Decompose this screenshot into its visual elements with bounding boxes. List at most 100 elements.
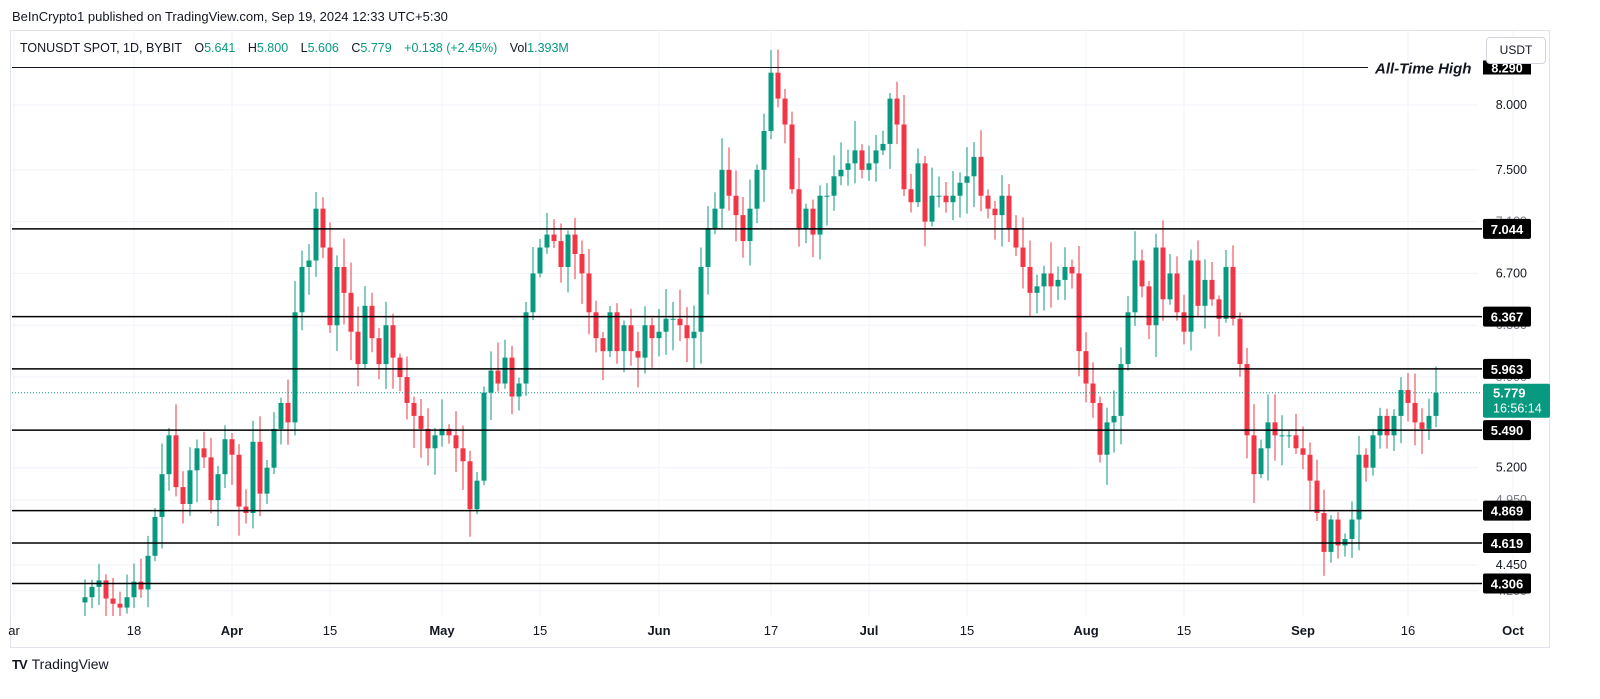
candle-down <box>1083 332 1089 403</box>
countdown-timer: 16:56:14 <box>1493 402 1542 416</box>
candle-body <box>908 189 914 203</box>
candle-up <box>1426 398 1432 440</box>
candle-body <box>1209 279 1215 300</box>
candle-body <box>943 195 949 203</box>
candle-body <box>418 415 424 429</box>
price-axis: 8.0007.5006.7005.2004.4508.2907.1006.300… <box>1483 60 1550 598</box>
symbol-label[interactable]: TONUSDT SPOT, 1D, BYBIT <box>20 41 182 55</box>
candle-up <box>306 244 312 295</box>
currency-button[interactable]: USDT <box>1486 37 1546 64</box>
candle-body <box>782 98 788 125</box>
candle-body <box>145 555 151 590</box>
candle-up <box>971 142 977 208</box>
candle-body <box>1293 435 1299 449</box>
candle-body <box>117 603 123 608</box>
candle-body <box>166 435 172 475</box>
level-price-label: 4.306 <box>1483 573 1531 594</box>
candle-down <box>110 577 116 616</box>
candle-body <box>173 435 179 488</box>
candle-down <box>1251 404 1257 503</box>
candle-body <box>208 457 214 501</box>
candle-down <box>243 489 249 524</box>
candle-up <box>642 306 648 374</box>
candle-up <box>873 135 879 182</box>
candle-body <box>1279 435 1285 437</box>
candle-down <box>257 416 263 517</box>
candle-body <box>320 208 326 248</box>
candle-body <box>754 169 760 209</box>
candle-body <box>1433 392 1439 416</box>
candle-down <box>1244 347 1250 459</box>
candle-down <box>1314 459 1320 522</box>
candle-down <box>782 88 788 144</box>
low-value: 5.606 <box>307 41 339 55</box>
candle-up <box>432 427 438 475</box>
candle-body <box>705 228 711 267</box>
candle-body <box>1062 266 1068 280</box>
candle-down <box>180 471 186 524</box>
candle-up <box>915 148 921 207</box>
candle-body <box>733 195 739 216</box>
candle-up <box>950 170 956 221</box>
chart-pane[interactable] <box>10 30 1550 648</box>
candle-body <box>789 124 795 190</box>
candle-body <box>1153 247 1159 326</box>
candle-down <box>1363 448 1369 482</box>
candle-body <box>1216 299 1222 319</box>
candle-body <box>194 448 200 471</box>
candle-body <box>432 435 438 449</box>
time-axis: ar 18 Apr 15 May 15 Jun 17 Jul 15 Aug 15 Sep 16 Oct <box>8 623 1524 638</box>
candle-up <box>537 238 543 278</box>
time-tick-label: 15 <box>960 623 974 638</box>
candle-up <box>1433 366 1439 428</box>
time-tick-label: 17 <box>764 623 778 638</box>
candle-up <box>824 183 830 226</box>
candle-body <box>138 581 144 590</box>
candle-body <box>915 163 921 203</box>
level-price-label-bg <box>1483 218 1531 239</box>
candle-body <box>635 351 641 358</box>
candle-body <box>1055 279 1061 287</box>
candle-up <box>999 175 1005 247</box>
time-tick-label: Apr <box>221 623 243 638</box>
candle-body <box>866 163 872 170</box>
candle-body <box>551 234 557 242</box>
candle-body <box>684 325 690 339</box>
candle-body <box>1363 454 1369 468</box>
candle-body <box>1223 266 1229 319</box>
price-tick-label: 4.450 <box>1496 558 1527 572</box>
time-tick-label: Oct <box>1502 623 1524 638</box>
candle-down <box>978 130 984 212</box>
candle-body <box>124 597 130 608</box>
level-price-label-text: 5.490 <box>1491 423 1524 438</box>
candle-down <box>635 331 641 388</box>
candle-down <box>901 94 907 197</box>
tradingview-logo[interactable]: TV TradingView <box>12 656 109 672</box>
candle-down <box>992 200 998 240</box>
candle-body <box>803 208 809 229</box>
candle-up <box>957 172 963 218</box>
candle-body <box>1104 422 1110 455</box>
candle-body <box>1398 390 1404 416</box>
candle-down <box>236 444 242 536</box>
candle-up <box>761 113 767 202</box>
candle-body <box>1384 415 1390 436</box>
candle-body <box>964 176 970 183</box>
candle-body <box>516 383 522 397</box>
candle-body <box>1125 312 1131 365</box>
candle-body <box>1265 422 1271 449</box>
candle-up <box>292 281 298 436</box>
candle-body <box>649 325 655 339</box>
level-price-label-bg <box>1483 573 1531 594</box>
candle-body <box>152 516 158 556</box>
candle-up <box>803 203 809 244</box>
candle-body <box>481 392 487 481</box>
candle-up <box>880 130 886 156</box>
candle-up <box>670 301 676 351</box>
candle-up <box>1202 259 1208 329</box>
candle-body <box>1181 312 1187 332</box>
candle-body <box>488 370 494 393</box>
candle-body <box>1307 454 1313 481</box>
candle-up <box>691 305 697 369</box>
